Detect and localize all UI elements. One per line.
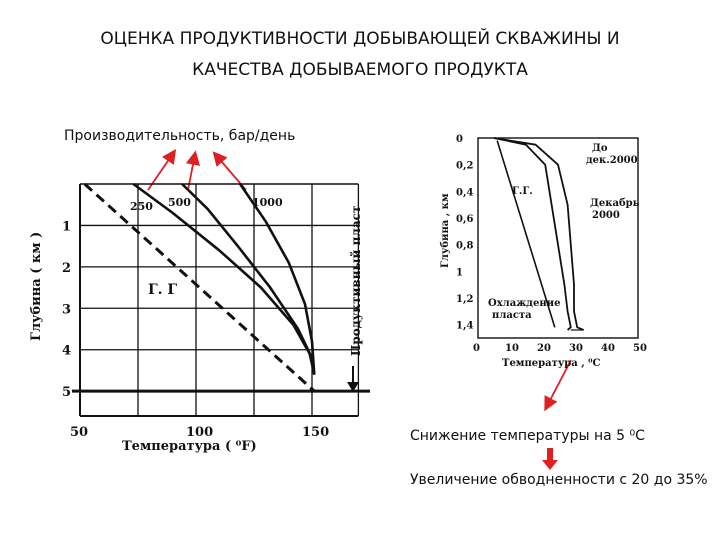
grid — [72, 183, 370, 417]
geotherm-dashed-line — [83, 182, 316, 393]
down-arrow-body — [547, 448, 553, 462]
title-line-1: ОЦЕНКА ПРОДУКТИВНОСТИ ДОБЫВАЮЩЕЙ СКВАЖИН… — [100, 29, 620, 49]
x-axis-label: Температура , ⁰С — [502, 358, 601, 369]
temperature-drop-note: Снижение температуры на 5 ⁰С — [410, 428, 645, 444]
annotation-geotherm: Г.Г. — [512, 186, 533, 197]
y-tick-label: 0,4 — [456, 187, 473, 198]
water-cut-note: Увеличение обводненности с 20 до 35% — [410, 472, 708, 488]
annotation-dec-2000-line2: 2000 — [592, 210, 620, 221]
annotation-cooling-line2: пласта — [492, 310, 532, 321]
y-tick-label: 3 — [62, 302, 71, 317]
x-tick-label: 50 — [70, 425, 88, 440]
series-line-1000 — [239, 183, 316, 375]
geotherm-line — [83, 182, 316, 393]
series-label-250: 250 — [130, 200, 153, 213]
productivity-label: Производительность, бар/день — [64, 128, 296, 144]
x-tick-label: 150 — [302, 425, 329, 440]
series-line-0 — [493, 137, 584, 331]
x-tick-label: 10 — [505, 343, 519, 354]
down-arrow-head — [542, 460, 558, 470]
reservoir-label: Продуктивный пласт — [349, 206, 363, 356]
title-line-2: КАЧЕСТВА ДОБЫВАЕМОГО ПРОДУКТА — [192, 60, 528, 80]
annotation-dec-2000: Декабрь 2000 — [590, 198, 643, 221]
y-tick-label: 1 — [62, 219, 71, 234]
annotation-cooling-line1: Охлаждение — [488, 298, 560, 309]
slide-title: ОЦЕНКА ПРОДУКТИВНОСТИ ДОБЫВАЮЩЕЙ СКВАЖИН… — [20, 24, 700, 86]
annotation-before-dec-2000-line2: дек.2000 — [586, 155, 638, 166]
annotation-before-dec-2000-line1: До — [592, 143, 608, 154]
y-tick-label: 0,8 — [456, 241, 473, 252]
y-tick-label: 4 — [62, 344, 71, 359]
y-tick-label: 0,2 — [456, 161, 473, 172]
geotherm-label: Г. Г — [148, 282, 177, 298]
series-lines — [493, 137, 584, 331]
annotation-cooling: Охлаждение пласта — [488, 298, 564, 321]
x-tick-label: 20 — [537, 343, 551, 354]
series-line-250 — [132, 182, 316, 375]
y-tick-label: 1,2 — [456, 294, 473, 305]
productivity-chart: 50 100 150 1 2 3 4 5 Г. Г 250 500 1000 Температ… — [29, 182, 370, 454]
annotation-before-dec-2000: До дек.2000 — [586, 143, 638, 166]
y-tick-label: 0,6 — [456, 214, 473, 225]
y-tick-label: 2 — [62, 261, 71, 276]
geotherm-line — [496, 140, 556, 328]
x-tick-label: 0 — [473, 343, 480, 354]
y-tick-label: 1 — [456, 267, 463, 278]
y-axis-label: Глубина , км — [440, 193, 451, 268]
series-lines — [132, 182, 316, 375]
arrow-to-temp-drop — [544, 359, 572, 412]
x-tick-label: 50 — [633, 343, 647, 354]
y-axis-label: Глубина ( км ) — [29, 232, 44, 341]
x-tick-label: 30 — [569, 343, 583, 354]
x-tick-label: 100 — [186, 425, 213, 440]
x-axis-label: Температура ( ⁰F) — [122, 439, 257, 454]
series-line-1 — [493, 137, 572, 331]
tick-labels: 50 100 150 1 2 3 4 5 — [62, 219, 329, 440]
y-tick-label: 1,4 — [456, 321, 473, 332]
temperature-chart: 0 10 20 30 40 50 0 0,2 0,4 0,6 0,8 1 1,2 1,4 До дек.2… — [440, 134, 647, 369]
annotation-dec-2000-line1: Декабрь — [590, 198, 640, 209]
y-tick-label: 5 — [62, 385, 71, 400]
reservoir-arrow-head — [347, 382, 359, 392]
geotherm-line — [496, 140, 556, 328]
y-tick-label: 0 — [456, 134, 463, 145]
tick-labels: 0 10 20 30 40 50 0 0,2 0,4 0,6 0,8 1 1,2 1,4 — [456, 134, 647, 354]
plot-frame — [477, 137, 639, 339]
series-label-1000: 1000 — [252, 196, 283, 209]
series-label-500: 500 — [168, 196, 191, 209]
x-tick-label: 40 — [601, 343, 615, 354]
down-arrow — [542, 448, 558, 470]
